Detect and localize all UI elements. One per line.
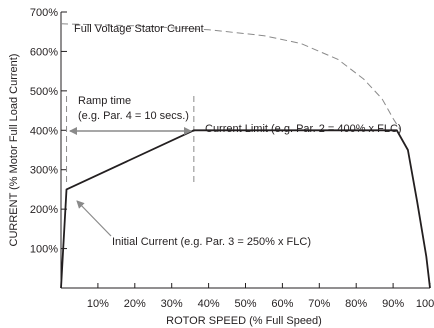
full-voltage-series-line: [60, 23, 401, 131]
ramp-time-label: Ramp time: [78, 95, 131, 107]
initial-current-label: Initial Current (e.g. Par. 3 = 250% x FL…: [112, 236, 311, 248]
y-tick-label: 300%: [30, 165, 58, 177]
x-tick-label: 30%: [161, 298, 183, 310]
y-tick-label: 400%: [30, 125, 58, 137]
initial-current-arrow: [76, 200, 112, 237]
x-tick-label: 40%: [198, 298, 220, 310]
y-tick-label: 700%: [30, 7, 58, 19]
full-voltage-label: Full Voltage Stator Current: [74, 23, 204, 35]
x-tick-label: 70%: [308, 298, 330, 310]
x-tick-label: 90%: [382, 298, 404, 310]
y-tick-label: 200%: [30, 204, 58, 216]
x-tick-label: 60%: [271, 298, 293, 310]
current-limit-label: Current Limit (e.g. Par. 2 = 400% x FLC): [205, 123, 402, 135]
y-tick-label: 100%: [30, 244, 58, 256]
x-tick-label: 10%: [87, 298, 109, 310]
current-limit-series-line: [60, 129, 431, 289]
x-tick-label: 20%: [124, 298, 146, 310]
y-tick-label: 600%: [30, 46, 58, 58]
x-axis-title: ROTOR SPEED (% Full Speed): [166, 315, 322, 327]
y-axis-title: CURRENT (% Motor Full Load Current): [8, 54, 20, 247]
ramp-time-example-label: (e.g. Par. 4 = 10 secs.): [78, 110, 189, 122]
y-tick-label: 500%: [30, 86, 58, 98]
x-tick-label: 100%: [416, 298, 434, 310]
x-tick-label: 50%: [234, 298, 256, 310]
x-tick-label: 80%: [345, 298, 367, 310]
